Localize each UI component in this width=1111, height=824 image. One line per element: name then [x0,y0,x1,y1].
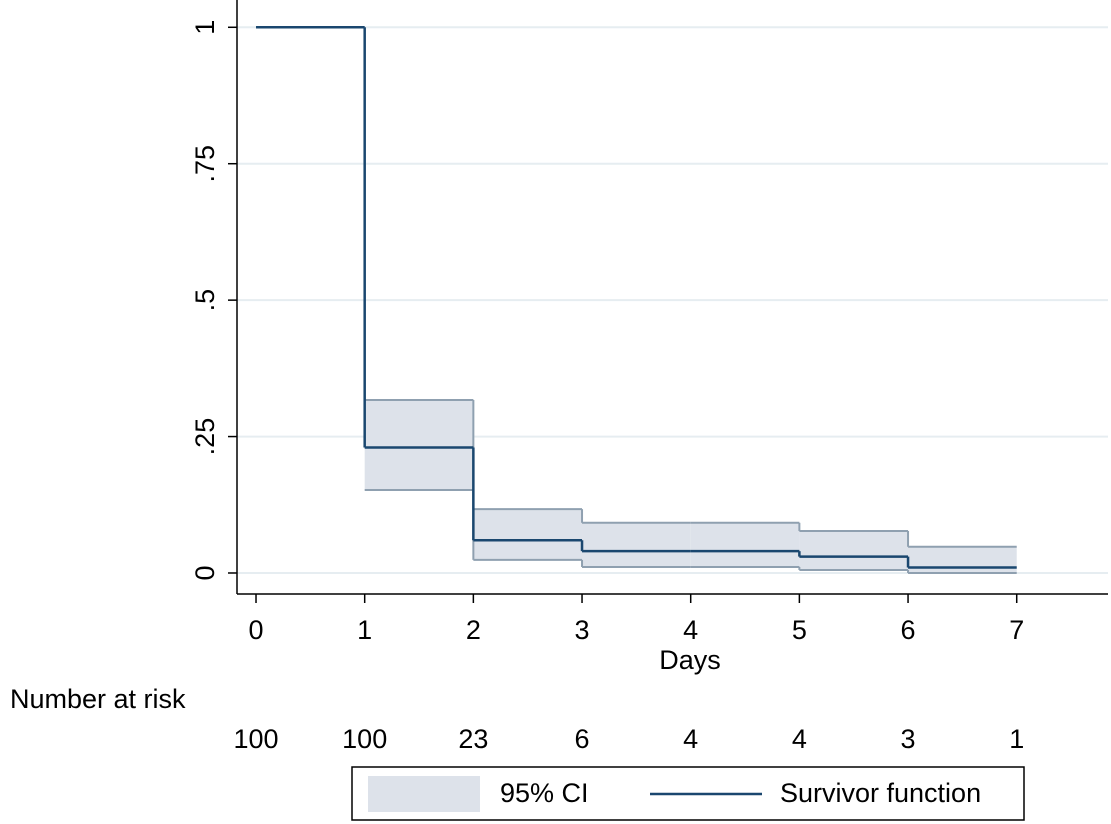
x-tick-label: 7 [1009,615,1024,645]
x-tick-label: 5 [792,615,807,645]
ci-band [908,546,1017,573]
legend-label: Survivor function [780,778,981,808]
ci-band [582,522,691,567]
y-tick-label: .5 [190,289,220,312]
risk-count: 100 [342,724,387,754]
risk-count: 1 [1009,724,1024,754]
y-tick-label: 1 [190,20,220,35]
y-tick-label: .75 [190,145,220,183]
risk-count: 100 [233,724,278,754]
x-tick-label: 3 [575,615,590,645]
x-tick-label: 0 [249,615,264,645]
ci-band [364,400,474,491]
legend-label: 95% CI [500,778,589,808]
legend-swatch-ci [368,776,480,812]
risk-count: 23 [458,724,488,754]
risk-table-title: Number at risk [10,684,186,714]
ci-band [690,522,800,567]
y-tick-label: 0 [190,565,220,580]
x-tick-label: 2 [466,615,481,645]
x-tick-label: 1 [357,615,372,645]
risk-count: 6 [575,724,590,754]
x-axis-title: Days [659,645,721,675]
x-tick-label: 6 [901,615,916,645]
risk-count: 3 [901,724,916,754]
ci-band [799,530,909,570]
y-tick-label: .25 [190,418,220,456]
ci-band [473,509,583,560]
x-tick-label: 4 [683,615,698,645]
risk-count: 4 [792,724,807,754]
risk-count: 4 [683,724,698,754]
